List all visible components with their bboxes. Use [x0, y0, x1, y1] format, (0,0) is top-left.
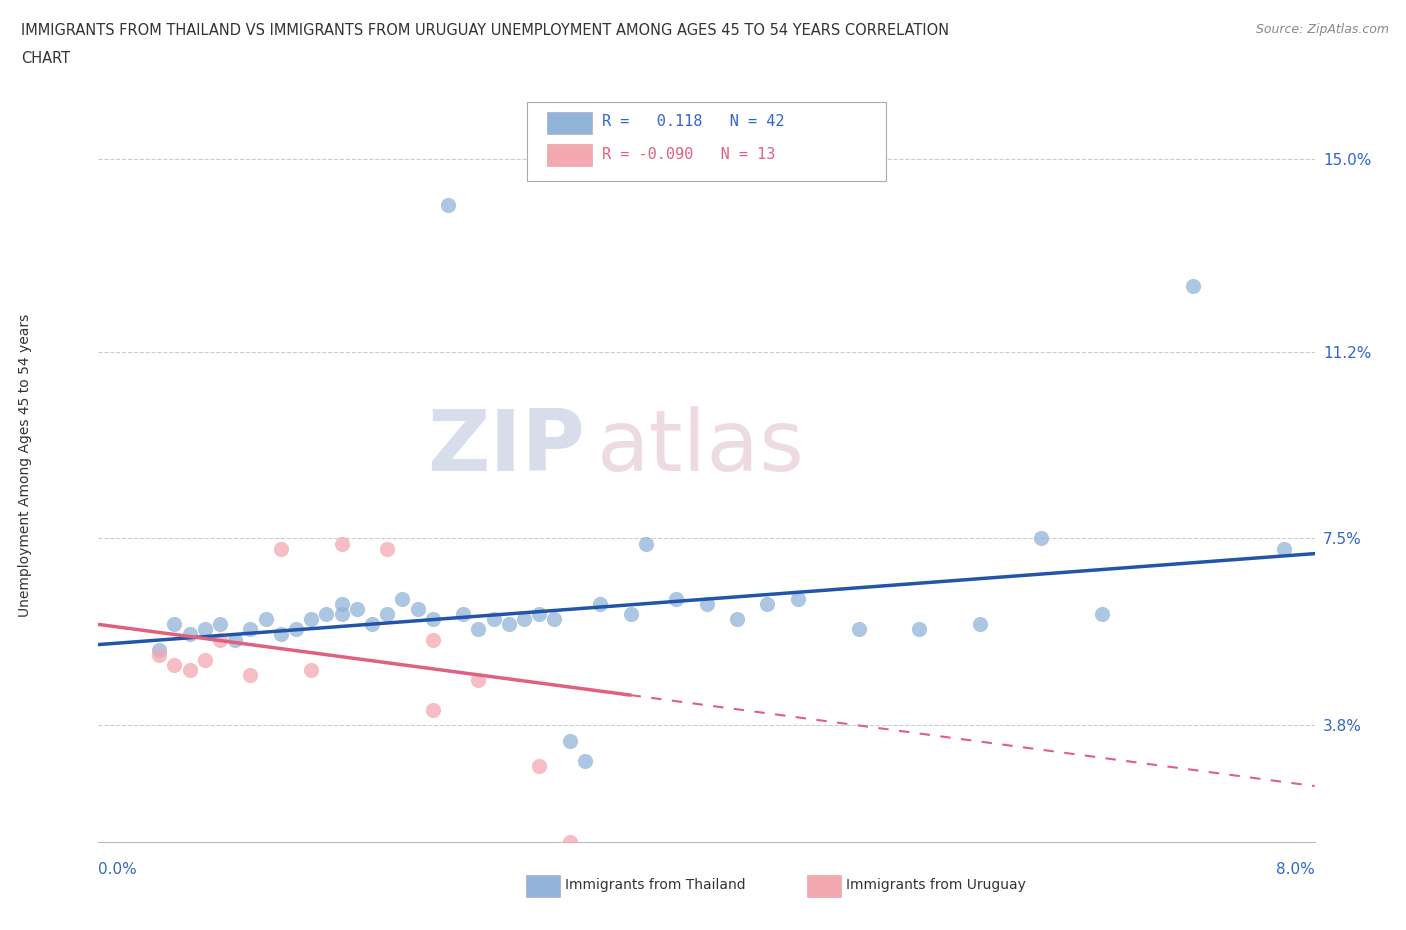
Point — [482, 612, 505, 627]
Point — [330, 607, 353, 622]
Point — [179, 662, 201, 677]
Text: R =   0.118   N = 42: R = 0.118 N = 42 — [602, 114, 785, 129]
Point — [696, 597, 718, 612]
Point — [422, 632, 444, 647]
Point — [756, 597, 779, 612]
Point — [391, 591, 413, 606]
Point — [179, 627, 201, 642]
Point — [725, 612, 748, 627]
Point — [437, 197, 460, 212]
Point — [634, 536, 657, 551]
Point — [299, 662, 322, 677]
Point — [239, 668, 262, 683]
Point — [270, 541, 292, 556]
Point — [543, 612, 565, 627]
Text: Immigrants from Thailand: Immigrants from Thailand — [565, 878, 745, 893]
Point — [467, 672, 489, 687]
Point — [209, 617, 232, 631]
Point — [194, 622, 217, 637]
Point — [375, 607, 398, 622]
Point — [315, 607, 337, 622]
Point — [209, 632, 232, 647]
Point — [163, 617, 186, 631]
Point — [558, 834, 581, 849]
Point — [529, 759, 551, 774]
Point — [239, 622, 262, 637]
Point — [453, 607, 475, 622]
Point — [574, 753, 596, 768]
Text: Immigrants from Uruguay: Immigrants from Uruguay — [846, 878, 1026, 893]
Text: atlas: atlas — [598, 406, 806, 489]
Point — [969, 617, 991, 631]
Text: 0.0%: 0.0% — [98, 862, 138, 877]
Point — [330, 536, 353, 551]
Point — [270, 627, 292, 642]
Point — [285, 622, 308, 637]
Text: Unemployment Among Ages 45 to 54 years: Unemployment Among Ages 45 to 54 years — [18, 313, 32, 617]
Point — [1029, 531, 1052, 546]
Point — [148, 647, 170, 662]
Point — [467, 622, 489, 637]
Point — [422, 703, 444, 718]
Point — [786, 591, 808, 606]
Point — [1272, 541, 1295, 556]
Point — [1091, 607, 1114, 622]
Point — [529, 607, 551, 622]
Point — [163, 658, 186, 672]
Point — [224, 632, 246, 647]
Point — [346, 602, 368, 617]
Point — [299, 612, 322, 627]
Point — [908, 622, 931, 637]
Point — [330, 597, 353, 612]
Text: ZIP: ZIP — [427, 406, 585, 489]
Point — [589, 597, 612, 612]
Point — [254, 612, 277, 627]
Text: Source: ZipAtlas.com: Source: ZipAtlas.com — [1256, 23, 1389, 36]
Point — [498, 617, 520, 631]
Point — [619, 607, 641, 622]
Point — [1181, 278, 1204, 293]
Point — [619, 859, 641, 874]
Point — [848, 622, 870, 637]
Point — [148, 643, 170, 658]
Point — [665, 591, 688, 606]
Point — [375, 541, 398, 556]
Point — [361, 617, 384, 631]
Text: 8.0%: 8.0% — [1275, 862, 1315, 877]
Text: IMMIGRANTS FROM THAILAND VS IMMIGRANTS FROM URUGUAY UNEMPLOYMENT AMONG AGES 45 T: IMMIGRANTS FROM THAILAND VS IMMIGRANTS F… — [21, 23, 949, 38]
Point — [513, 612, 536, 627]
Text: CHART: CHART — [21, 51, 70, 66]
Point — [422, 612, 444, 627]
Point — [558, 733, 581, 748]
Point — [406, 602, 429, 617]
Point — [194, 652, 217, 667]
Text: R = -0.090   N = 13: R = -0.090 N = 13 — [602, 147, 775, 162]
